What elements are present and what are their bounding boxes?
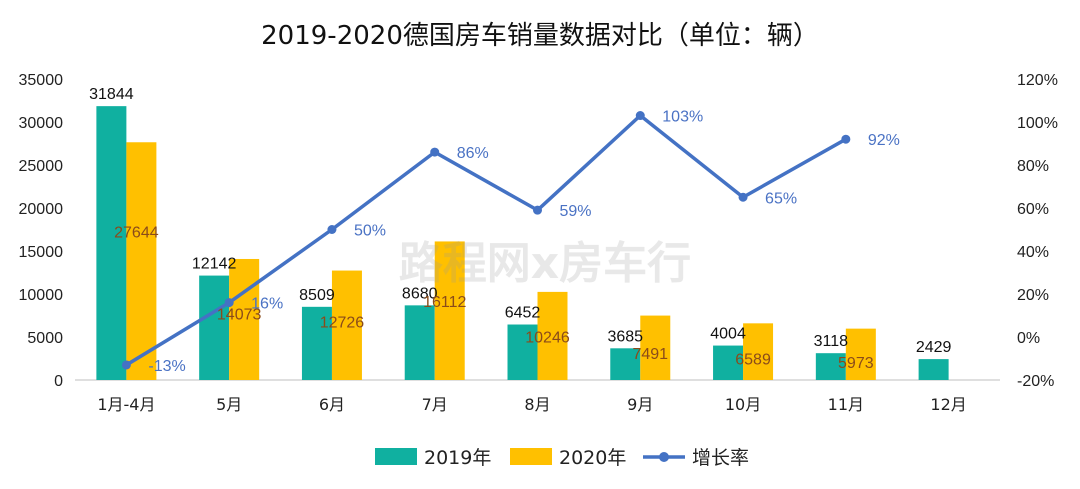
bars	[96, 106, 949, 380]
label-2020: 12726	[320, 314, 365, 331]
bar-2020	[640, 315, 671, 380]
y-left-tick: 15000	[19, 244, 64, 261]
legend-marker-growth	[659, 452, 669, 462]
bar-2020	[434, 241, 465, 380]
x-tick-label: 10月	[725, 395, 761, 414]
y-left-tick: 35000	[19, 72, 64, 89]
label-2019: 8680	[402, 285, 438, 302]
growth-rate-point	[430, 147, 440, 157]
growth-line	[121, 111, 851, 370]
label-2019: 4004	[710, 326, 746, 343]
label-2019: 31844	[89, 86, 134, 103]
label-2019: 6452	[505, 305, 541, 322]
growth-rate-point	[738, 192, 748, 202]
y-right-tick: 120%	[1017, 72, 1058, 89]
legend-label-growth: 增长率	[692, 447, 749, 469]
y-left-tick: 0	[54, 373, 63, 390]
x-tick-label: 5月	[216, 395, 242, 414]
bar-2020	[743, 323, 774, 380]
bar-2020	[537, 291, 568, 380]
label-2020: 16112	[423, 294, 466, 311]
label-growth-rate: 86%	[457, 145, 489, 162]
bar-2019	[918, 359, 949, 380]
bar-2019	[610, 348, 641, 380]
bar-2019	[815, 353, 846, 380]
legend-label-2020: 2020年	[559, 447, 626, 469]
label-2020: 5973	[838, 355, 874, 372]
bar-2019	[199, 275, 230, 380]
y-left-tick: 20000	[19, 201, 64, 218]
y-left-tick: 25000	[19, 158, 64, 175]
bar-2020	[126, 142, 157, 380]
bar-2019	[404, 305, 435, 380]
legend-label-2019: 2019年	[424, 447, 491, 469]
label-2020: 14073	[217, 306, 262, 323]
x-tick-label: 1月-4月	[97, 395, 155, 414]
y-right-tick: 20%	[1017, 287, 1049, 304]
growth-rate-point	[635, 111, 645, 121]
y-right-tick: -20%	[1017, 373, 1054, 390]
x-tick-label: 8月	[524, 395, 550, 414]
legend-swatch-2020	[510, 448, 552, 465]
x-tick-label: 6月	[319, 395, 345, 414]
growth-rate-point	[327, 225, 337, 234]
label-2020: 7491	[632, 346, 668, 363]
legend: 2019年 2020年 增长率	[375, 447, 749, 469]
growth-rate-point	[121, 360, 131, 370]
y-right-tick: 60%	[1017, 201, 1049, 218]
x-tick-label: 12月	[930, 395, 966, 414]
bar-2020	[331, 270, 362, 380]
x-tick-label: 11月	[828, 395, 864, 414]
y-right-tick: 100%	[1017, 115, 1058, 132]
label-growth-rate: 50%	[354, 223, 386, 240]
x-tick-label: 9月	[627, 395, 653, 414]
legend-swatch-2019	[375, 448, 417, 465]
y-right-tick: 80%	[1017, 158, 1049, 175]
y-left-tick: 10000	[19, 287, 64, 304]
bar-2019	[301, 306, 332, 380]
label-2019: 8509	[299, 287, 335, 304]
growth-rate-point	[841, 134, 851, 144]
label-growth-rate: 92%	[868, 132, 900, 149]
label-growth-rate: 59%	[560, 203, 592, 220]
x-tick-label: 7月	[422, 395, 448, 414]
label-2020: 27644	[114, 225, 159, 242]
label-growth-rate: 65%	[765, 190, 797, 207]
label-2020: 10246	[525, 329, 570, 346]
axes: 0 5000 10000 15000 20000 25000 30000 35000 -20% 0…	[19, 72, 1058, 414]
y-right-tick: 40%	[1017, 244, 1049, 261]
y-left-tick: 30000	[19, 115, 64, 132]
y-left-tick: 5000	[27, 330, 63, 347]
growth-rate-point	[533, 205, 542, 215]
chart-title: 2019-2020德国房车销量数据对比（单位：辆）	[261, 21, 819, 51]
growth-rate-line	[125, 113, 847, 367]
bar-2020	[229, 258, 260, 380]
label-2019: 3118	[814, 333, 849, 350]
label-2019: 3685	[607, 328, 643, 345]
bar-2019	[713, 345, 744, 380]
growth-rate-point	[224, 298, 234, 308]
bar-2019	[507, 324, 538, 380]
watermark: 路程网x房车行	[399, 238, 691, 289]
label-2019: 2429	[916, 339, 952, 356]
label-growth-rate: 16%	[251, 296, 283, 313]
label-growth-rate: -13%	[148, 358, 185, 375]
bar-2020	[845, 328, 876, 380]
label-growth-rate: 103%	[662, 109, 703, 126]
bar-2019	[96, 106, 127, 380]
label-2020: 6589	[735, 351, 771, 368]
label-2019: 12142	[192, 256, 237, 273]
y-right-tick: 0%	[1017, 330, 1040, 347]
